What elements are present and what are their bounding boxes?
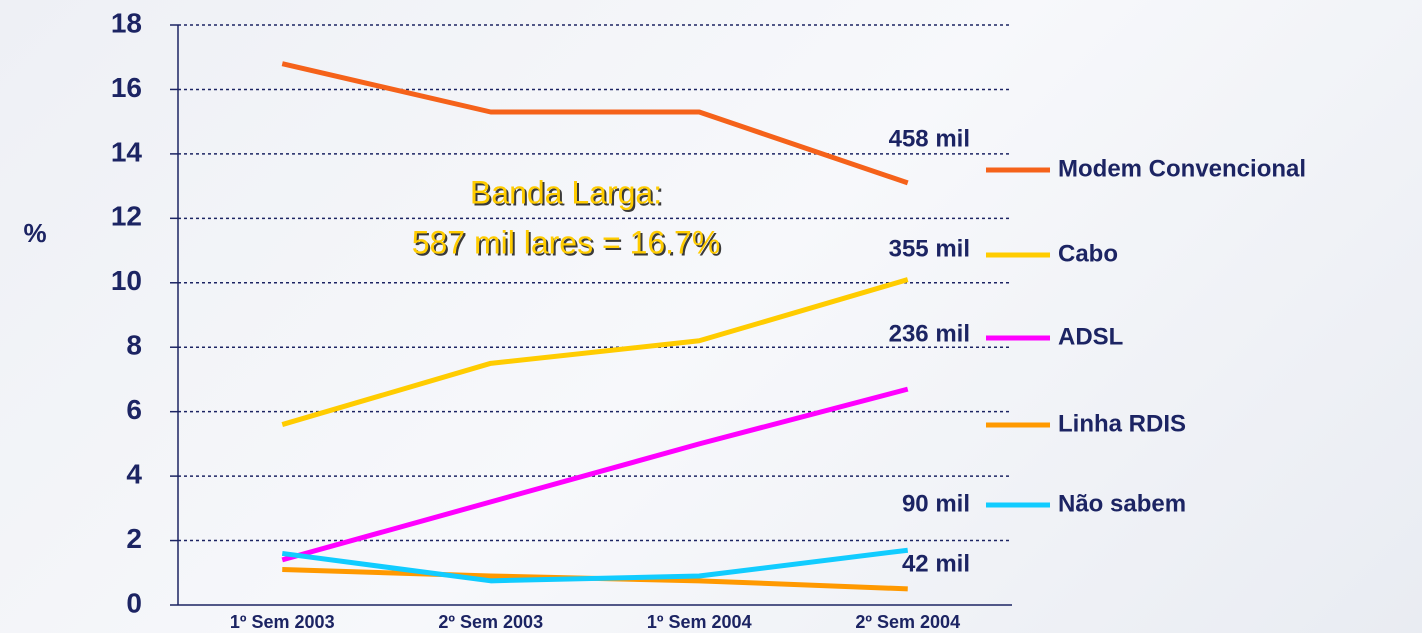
end-label: 90 mil bbox=[902, 490, 970, 517]
y-tick-label: 18 bbox=[111, 7, 142, 38]
end-label: 355 mil bbox=[889, 235, 970, 262]
y-tick-label: 16 bbox=[111, 72, 142, 103]
y-axis-label: % bbox=[23, 218, 46, 248]
x-tick-label: 2º Sem 2004 bbox=[855, 612, 960, 632]
annotation: 587 mil lares = 16.7% bbox=[412, 224, 721, 260]
y-tick-label: 2 bbox=[126, 523, 142, 554]
series-line bbox=[281, 61, 909, 186]
x-tick-label: 1º Sem 2003 bbox=[230, 612, 335, 632]
y-tick-label: 6 bbox=[126, 394, 142, 425]
series-line bbox=[281, 547, 909, 584]
x-tick-label: 1º Sem 2004 bbox=[647, 612, 752, 632]
y-tick-label: 8 bbox=[126, 330, 142, 361]
end-label: 458 mil bbox=[889, 125, 970, 152]
y-tick-label: 14 bbox=[111, 136, 143, 167]
x-tick-label: 2º Sem 2003 bbox=[438, 612, 543, 632]
legend-label: Não sabem bbox=[1058, 490, 1186, 517]
legend-label: ADSL bbox=[1058, 323, 1123, 350]
legend-label: Linha RDIS bbox=[1058, 410, 1186, 437]
legend-label: Cabo bbox=[1058, 240, 1118, 267]
y-tick-label: 10 bbox=[111, 265, 142, 296]
y-tick-label: 0 bbox=[126, 587, 142, 618]
legend-label: Modem Convencional bbox=[1058, 155, 1306, 182]
end-label: 42 mil bbox=[902, 550, 970, 577]
annotation-shadow: Banda Larga: bbox=[472, 176, 664, 212]
y-tick-label: 4 bbox=[126, 459, 142, 490]
series-line bbox=[281, 277, 909, 427]
annotation-shadow: 587 mil lares = 16.7% bbox=[414, 226, 723, 262]
series-line bbox=[281, 386, 909, 563]
end-label: 236 mil bbox=[889, 320, 970, 347]
annotation: Banda Larga: bbox=[470, 174, 662, 210]
y-tick-label: 12 bbox=[111, 201, 142, 232]
